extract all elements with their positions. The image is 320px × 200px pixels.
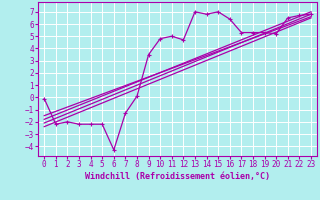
X-axis label: Windchill (Refroidissement éolien,°C): Windchill (Refroidissement éolien,°C) xyxy=(85,172,270,181)
